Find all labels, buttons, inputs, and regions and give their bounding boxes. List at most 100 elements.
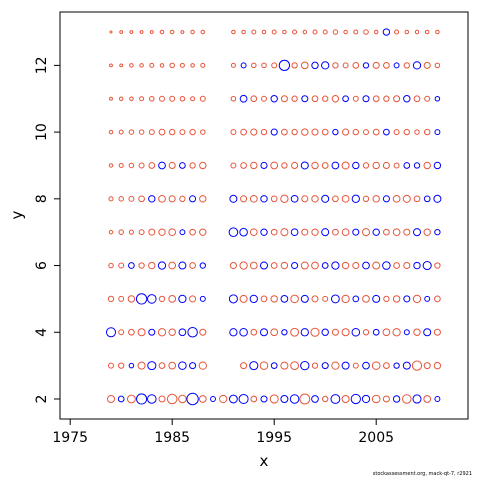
positive-residual-bubble xyxy=(392,295,401,303)
positive-residual-bubble xyxy=(219,394,228,404)
positive-residual-bubble xyxy=(199,161,207,170)
negative-residual-bubble xyxy=(290,194,299,203)
positive-residual-bubble xyxy=(341,394,350,403)
positive-residual-bubble xyxy=(332,228,339,236)
positive-residual-bubble xyxy=(363,129,369,136)
positive-residual-bubble xyxy=(322,29,328,35)
positive-residual-bubble xyxy=(118,329,125,336)
bubble-layer xyxy=(105,28,442,406)
negative-residual-bubble xyxy=(178,261,187,270)
positive-residual-bubble xyxy=(260,295,268,303)
positive-residual-bubble xyxy=(169,95,176,102)
positive-residual-bubble xyxy=(128,162,135,169)
negative-residual-bubble xyxy=(433,161,442,170)
negative-residual-bubble xyxy=(351,194,360,203)
negative-residual-bubble xyxy=(228,394,238,404)
positive-residual-bubble xyxy=(281,162,288,169)
negative-residual-bubble xyxy=(331,261,340,270)
positive-residual-bubble xyxy=(148,162,156,169)
positive-residual-bubble xyxy=(168,328,176,336)
positive-residual-bubble xyxy=(322,395,329,403)
positive-residual-bubble xyxy=(341,328,350,337)
positive-residual-bubble xyxy=(189,295,197,303)
credit-note: stockassessment.org, mack-qt-7, r2921 xyxy=(372,471,472,477)
x-axis-title: x xyxy=(260,452,269,470)
positive-residual-bubble xyxy=(231,29,236,35)
negative-residual-bubble xyxy=(311,61,319,70)
positive-residual-bubble xyxy=(435,29,440,35)
negative-residual-bubble xyxy=(259,328,269,337)
positive-residual-bubble xyxy=(280,228,289,237)
negative-residual-bubble xyxy=(238,393,249,405)
negative-residual-bubble xyxy=(148,195,156,203)
positive-residual-bubble xyxy=(148,228,156,236)
positive-residual-bubble xyxy=(249,194,258,203)
positive-residual-bubble xyxy=(149,62,155,68)
positive-residual-bubble xyxy=(118,129,124,135)
positive-residual-bubble xyxy=(129,30,134,34)
negative-residual-bubble xyxy=(412,61,422,70)
positive-residual-bubble xyxy=(311,128,319,136)
negative-residual-bubble xyxy=(136,393,148,405)
positive-residual-bubble xyxy=(352,362,359,369)
positive-residual-bubble xyxy=(291,128,298,136)
negative-residual-bubble xyxy=(423,195,431,203)
positive-residual-bubble xyxy=(403,262,411,270)
positive-residual-bubble xyxy=(362,329,370,336)
negative-residual-bubble xyxy=(403,162,411,169)
negative-residual-bubble xyxy=(383,128,390,136)
positive-residual-bubble xyxy=(169,62,175,69)
positive-residual-bubble xyxy=(148,261,156,270)
positive-residual-bubble xyxy=(149,95,155,102)
positive-residual-bubble xyxy=(372,195,380,203)
positive-residual-bubble xyxy=(362,162,370,169)
positive-residual-bubble xyxy=(168,228,177,237)
negative-residual-bubble xyxy=(424,295,431,302)
positive-residual-bubble xyxy=(352,62,360,69)
positive-residual-bubble xyxy=(107,295,115,303)
positive-residual-bubble xyxy=(311,161,319,170)
positive-residual-bubble xyxy=(352,95,359,102)
positive-residual-bubble xyxy=(159,29,165,35)
positive-residual-bubble xyxy=(402,394,412,404)
positive-residual-bubble xyxy=(281,128,288,136)
negative-residual-bubble xyxy=(341,361,350,370)
negative-residual-bubble xyxy=(157,261,167,270)
negative-residual-bubble xyxy=(228,227,239,237)
negative-residual-bubble xyxy=(239,227,248,237)
positive-residual-bubble xyxy=(158,295,166,303)
negative-residual-bubble xyxy=(147,394,157,404)
positive-residual-bubble xyxy=(190,96,196,102)
positive-residual-bubble xyxy=(332,195,339,203)
negative-residual-bubble xyxy=(280,295,289,303)
positive-residual-bubble xyxy=(189,128,196,136)
positive-residual-bubble xyxy=(230,129,237,136)
positive-residual-bubble xyxy=(302,29,308,35)
positive-residual-bubble xyxy=(373,29,379,35)
negative-residual-bubble xyxy=(433,194,442,203)
positive-residual-bubble xyxy=(372,61,380,69)
positive-residual-bubble xyxy=(353,29,359,35)
negative-residual-bubble xyxy=(300,161,309,170)
positive-residual-bubble xyxy=(383,228,390,236)
y-tick-label: 10 xyxy=(34,123,50,141)
positive-residual-bubble xyxy=(109,63,113,68)
negative-residual-bubble xyxy=(186,392,199,406)
y-tick-label: 8 xyxy=(34,194,50,203)
positive-residual-bubble xyxy=(126,394,136,404)
positive-residual-bubble xyxy=(392,194,401,203)
negative-residual-bubble xyxy=(128,262,135,269)
negative-residual-bubble xyxy=(382,261,391,270)
negative-residual-bubble xyxy=(372,228,380,236)
positive-residual-bubble xyxy=(199,328,207,336)
positive-residual-bubble xyxy=(423,61,431,69)
positive-residual-bubble xyxy=(270,161,279,170)
negative-residual-bubble xyxy=(321,61,330,70)
positive-residual-bubble xyxy=(394,29,400,35)
positive-residual-bubble xyxy=(108,362,114,369)
negative-residual-bubble xyxy=(281,329,288,336)
negative-residual-bubble xyxy=(105,327,117,338)
positive-residual-bubble xyxy=(322,295,329,302)
positive-residual-bubble xyxy=(271,29,277,35)
